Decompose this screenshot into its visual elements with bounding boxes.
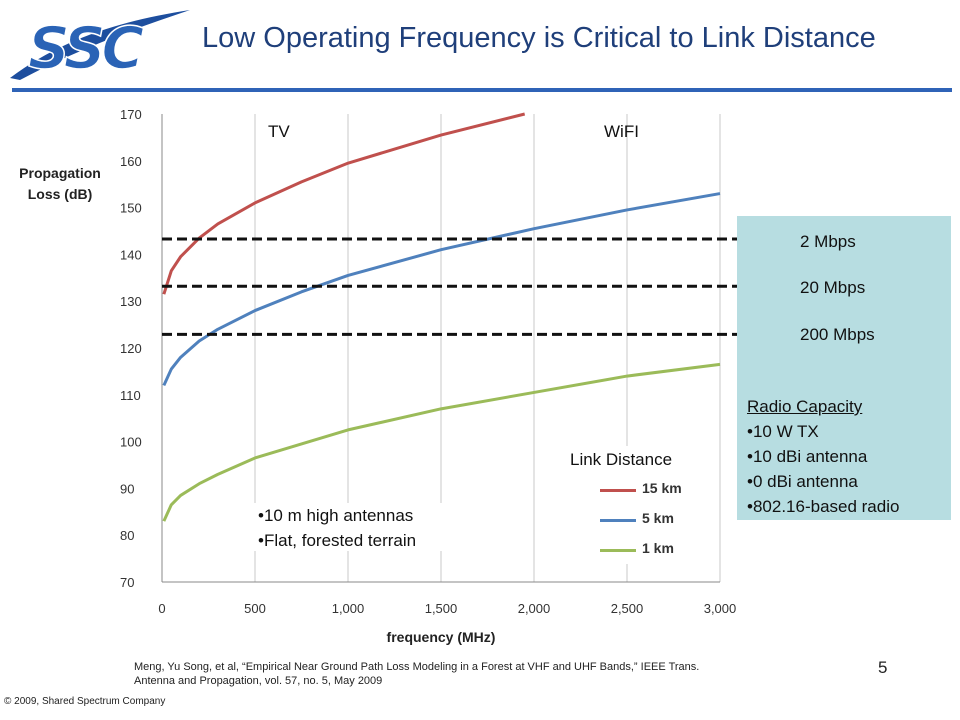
- legend-item-5km: 5 km: [600, 510, 710, 530]
- legend-label-1km: 1 km: [642, 540, 674, 556]
- x-tick-label: 2,500: [611, 601, 644, 616]
- legend-item-15km: 15 km: [600, 480, 710, 500]
- y-tick-label: 90: [120, 481, 134, 496]
- y-tick-label: 150: [120, 201, 142, 216]
- y-tick-label: 100: [120, 435, 142, 450]
- page-number: 5: [878, 658, 888, 677]
- radio-capacity-item: •10 dBi antenna: [747, 447, 868, 466]
- threshold-label-2mbps: 2 Mbps: [800, 232, 856, 251]
- copyright-notice: © 2009, Shared Spectrum Company: [4, 696, 166, 707]
- x-tick-label: 1,500: [425, 601, 458, 616]
- radio-capacity-list: Radio Capacity •10 W TX •10 dBi antenna …: [747, 394, 899, 519]
- x-tick-label: 3,000: [704, 601, 737, 616]
- x-tick-label: 0: [158, 601, 165, 616]
- radio-capacity-title: Radio Capacity: [747, 397, 863, 416]
- threshold-lines: [162, 237, 782, 336]
- legend-swatch-1km: [600, 549, 636, 552]
- y-axis-label-line1: Propagation: [19, 165, 101, 181]
- title-rule: [12, 88, 952, 92]
- radio-capacity-item: •0 dBi antenna: [747, 472, 858, 491]
- logo-text: SSC: [28, 14, 143, 82]
- x-axis-label: frequency (MHz): [387, 629, 496, 645]
- x-tick-labels: 0 500 1,000 1,500 2,000 2,500 3,000: [158, 601, 736, 616]
- series-lines: [162, 112, 721, 522]
- y-tick-label: 130: [120, 294, 142, 309]
- chart-legend: Link Distance 15 km 5 km 1 km: [566, 446, 706, 564]
- series-line-5km: [162, 192, 721, 387]
- legend-title: Link Distance: [570, 450, 673, 469]
- radio-capacity-item: •10 W TX: [747, 422, 819, 441]
- x-tick-label: 1,000: [332, 601, 365, 616]
- condition-item: •Flat, forested terrain: [258, 531, 417, 550]
- legend-swatch-5km: [600, 519, 636, 522]
- region-label-tv: TV: [268, 122, 290, 141]
- reference-citation: Meng, Yu Song, et al, “Empirical Near Gr…: [134, 661, 700, 687]
- capacity-panel: [737, 216, 951, 520]
- x-tick-label: 2,000: [518, 601, 551, 616]
- threshold-label-200mbps: 200 Mbps: [800, 325, 875, 344]
- legend-item-1km: 1 km: [600, 540, 710, 560]
- series-line-1km: [162, 362, 721, 522]
- y-tick-label: 120: [120, 341, 142, 356]
- region-label-wifi: WiFI: [604, 122, 639, 141]
- y-tick-labels: 70 80 90 100 110 120 130 140 150 160 170: [120, 107, 142, 590]
- x-tick-label: 500: [244, 601, 266, 616]
- logo-swoosh: [10, 10, 190, 80]
- legend-swatch-15km: [600, 489, 636, 492]
- threshold-label-20mbps: 20 Mbps: [800, 278, 866, 297]
- propagation-loss-chart: 70 80 90 100 110 120 130 140 150 160 170 0 500 1,000…: [19, 107, 782, 645]
- y-tick-label: 110: [120, 388, 141, 403]
- legend-label-5km: 5 km: [642, 510, 674, 526]
- slide-title: Low Operating Frequency is Critical to L…: [202, 22, 876, 54]
- y-tick-label: 170: [120, 107, 142, 122]
- series-line-15km: [162, 112, 526, 295]
- condition-item: •10 m high antennas: [258, 506, 414, 525]
- ssc-logo: SSC: [10, 10, 190, 82]
- y-tick-label: 160: [120, 154, 142, 169]
- radio-capacity-item: •802.16-based radio: [747, 497, 900, 516]
- conditions-box: •10 m high antennas •Flat, forested terr…: [248, 503, 460, 551]
- legend-label-15km: 15 km: [642, 480, 682, 496]
- y-axis-label-line2: Loss (dB): [28, 186, 93, 202]
- y-tick-label: 80: [120, 528, 134, 543]
- y-tick-label: 140: [120, 247, 142, 262]
- y-tick-label: 70: [120, 575, 134, 590]
